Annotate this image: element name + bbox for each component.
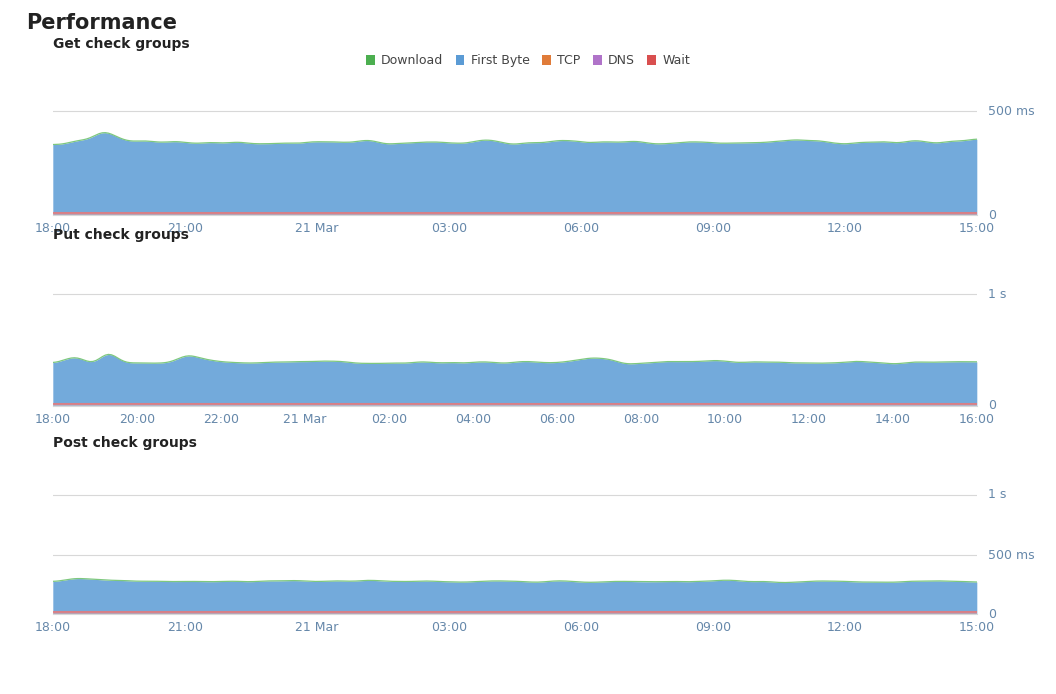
Text: Get check groups: Get check groups — [53, 37, 189, 51]
Text: 1 s: 1 s — [988, 489, 1006, 501]
Text: 0: 0 — [988, 608, 996, 620]
Text: 0: 0 — [988, 209, 996, 221]
Text: 0: 0 — [988, 400, 996, 412]
Text: Performance: Performance — [26, 12, 177, 33]
Text: Post check groups: Post check groups — [53, 436, 196, 450]
Text: 500 ms: 500 ms — [988, 549, 1035, 561]
Text: 1 s: 1 s — [988, 288, 1006, 301]
Legend: Download, First Byte, TCP, DNS, Wait: Download, First Byte, TCP, DNS, Wait — [361, 49, 695, 72]
Text: 500 ms: 500 ms — [988, 105, 1035, 118]
Text: Put check groups: Put check groups — [53, 228, 189, 242]
